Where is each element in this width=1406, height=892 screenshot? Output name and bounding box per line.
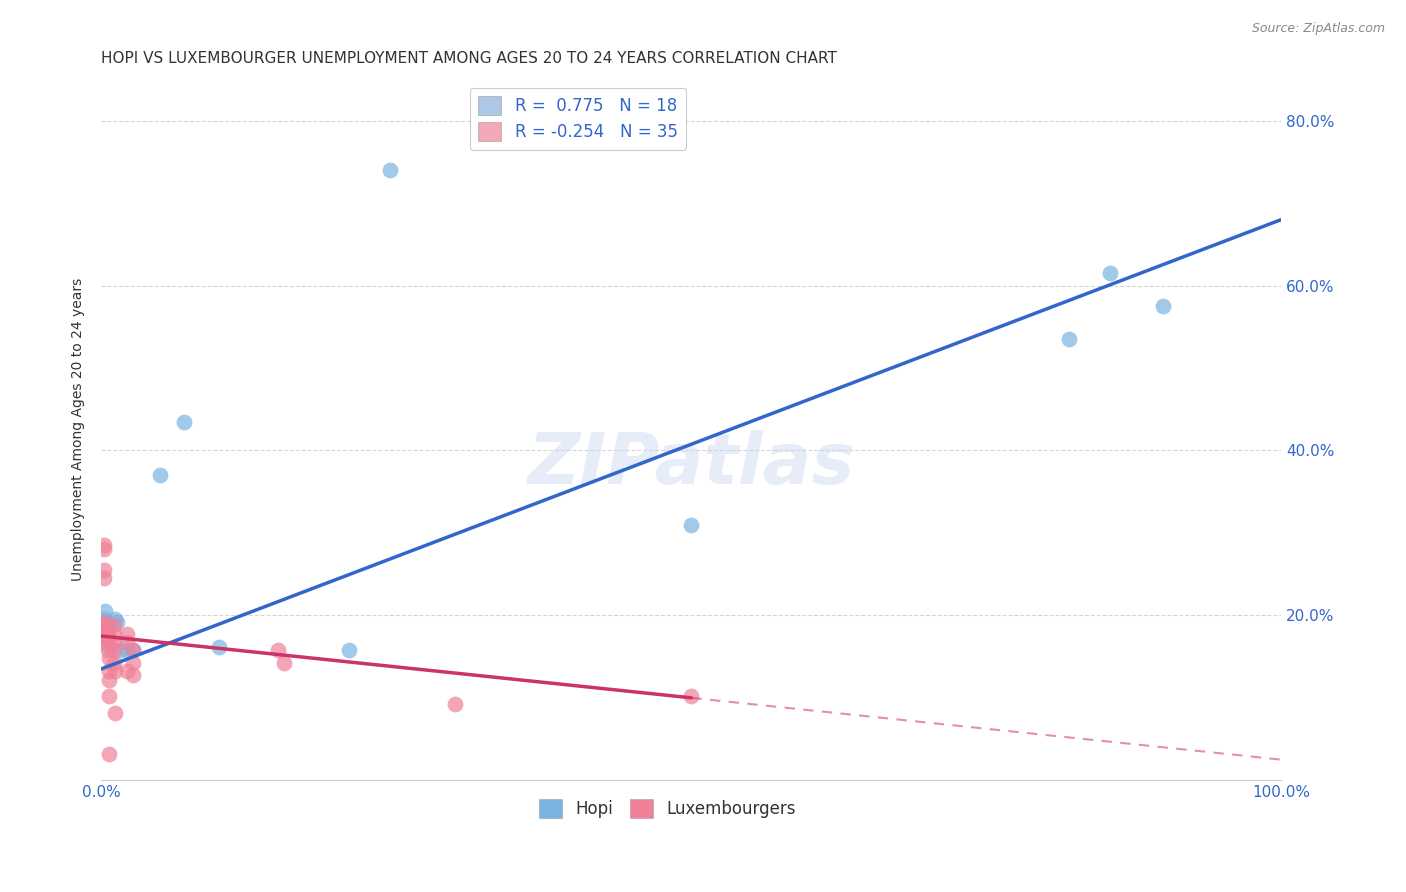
Point: [115, 643, 138, 657]
Point: [94, 618, 117, 632]
Point: [681, 689, 703, 703]
Point: [98, 664, 121, 678]
Point: [103, 643, 125, 657]
Point: [149, 468, 172, 483]
Point: [104, 612, 127, 626]
Point: [122, 643, 145, 657]
Point: [93, 563, 115, 577]
Point: [98, 747, 121, 761]
Point: [122, 643, 145, 657]
Point: [267, 643, 290, 657]
Point: [97, 632, 120, 646]
Point: [93, 612, 115, 626]
Point: [94, 604, 117, 618]
Point: [208, 640, 231, 654]
Point: [94, 632, 117, 646]
Text: ZIPatlas: ZIPatlas: [527, 430, 855, 500]
Point: [93, 571, 115, 585]
Legend: Hopi, Luxembourgers: Hopi, Luxembourgers: [533, 792, 803, 824]
Point: [103, 626, 125, 640]
Point: [115, 626, 138, 640]
Point: [104, 706, 127, 720]
Point: [122, 667, 145, 681]
Point: [115, 664, 138, 678]
Point: [98, 673, 121, 687]
Point: [103, 656, 125, 670]
Text: Source: ZipAtlas.com: Source: ZipAtlas.com: [1251, 22, 1385, 36]
Point: [103, 634, 125, 648]
Point: [93, 542, 115, 557]
Point: [105, 615, 128, 629]
Point: [337, 643, 360, 657]
Point: [104, 664, 127, 678]
Point: [98, 689, 121, 703]
Point: [122, 656, 145, 670]
Point: [93, 538, 115, 552]
Point: [97, 643, 120, 657]
Point: [97, 626, 120, 640]
Point: [103, 618, 125, 632]
Point: [115, 634, 138, 648]
Point: [108, 643, 131, 657]
Point: [93, 615, 115, 629]
Point: [1152, 299, 1174, 313]
Point: [273, 656, 295, 670]
Point: [98, 651, 121, 665]
Point: [173, 415, 195, 429]
Point: [1057, 332, 1080, 346]
Text: HOPI VS LUXEMBOURGER UNEMPLOYMENT AMONG AGES 20 TO 24 YEARS CORRELATION CHART: HOPI VS LUXEMBOURGER UNEMPLOYMENT AMONG …: [101, 51, 837, 66]
Point: [94, 626, 117, 640]
Point: [681, 517, 703, 532]
Point: [97, 634, 120, 648]
Point: [94, 615, 117, 629]
Point: [94, 637, 117, 651]
Point: [1099, 266, 1122, 280]
Point: [97, 623, 120, 637]
Y-axis label: Unemployment Among Ages 20 to 24 years: Unemployment Among Ages 20 to 24 years: [72, 278, 86, 582]
Point: [380, 163, 402, 178]
Point: [444, 698, 467, 712]
